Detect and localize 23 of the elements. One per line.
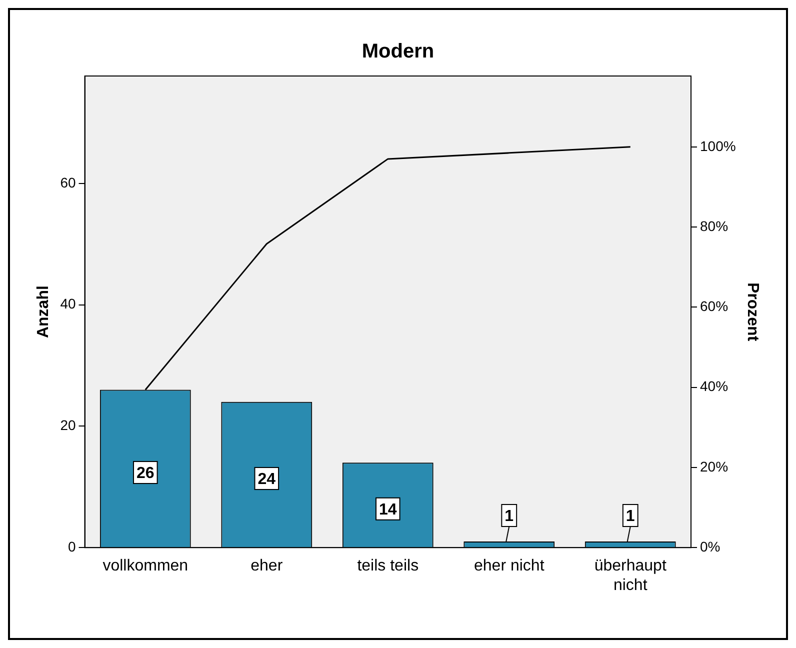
data-label: 1 [626, 508, 635, 525]
y2-tick-label: 80% [700, 218, 728, 234]
y-tick-label: 40 [60, 296, 76, 312]
y-tick-label: 20 [60, 417, 76, 434]
x-tick-label: überhaupt nicht [594, 558, 667, 594]
y2-tick-label: 100% [700, 138, 736, 154]
chart-title: Modern [362, 40, 434, 63]
y2-tick-label: 0% [700, 538, 720, 554]
data-label: 1 [504, 508, 514, 525]
x-tick-label: eher nicht [474, 558, 545, 575]
y2-tick-label: 60% [700, 298, 728, 314]
y-axis-title: Anzahl [35, 286, 52, 338]
y2-tick-label: 20% [700, 458, 728, 474]
x-tick-label: eher [250, 558, 284, 575]
y-tick-label: 60 [60, 174, 76, 190]
y-tick-label: 0 [68, 538, 76, 554]
data-label: 26 [136, 464, 154, 482]
x-tick-label: teils teils [357, 558, 419, 575]
data-label: 14 [378, 501, 397, 518]
y2-axis-title: Prozent [744, 282, 761, 342]
y2-tick-label: 40% [700, 378, 728, 394]
x-tick-label: vollkommen [102, 558, 188, 575]
data-label: 24 [258, 470, 276, 488]
